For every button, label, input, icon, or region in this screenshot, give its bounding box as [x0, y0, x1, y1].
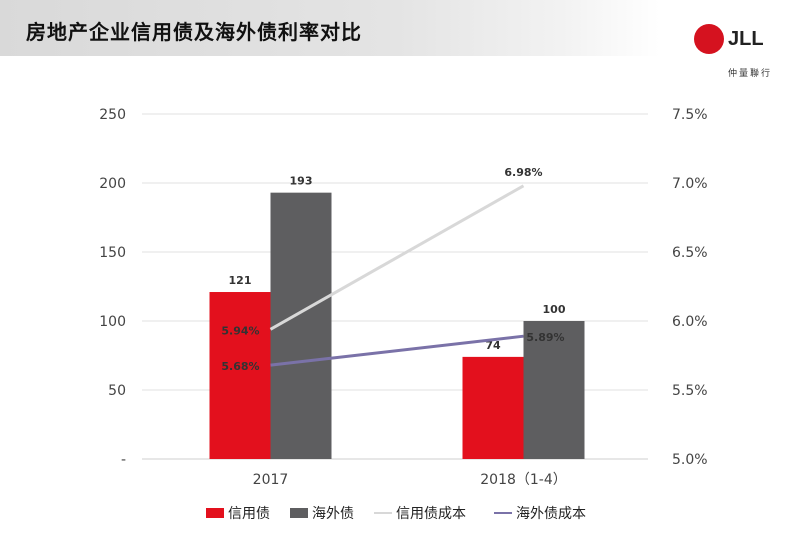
jll-logo-icon — [694, 24, 724, 54]
line-credit-cost — [269, 184, 525, 331]
bar-overseas-bond — [523, 321, 585, 459]
bar-data-label: 74 — [485, 339, 501, 352]
logo: JLL 仲量聯行 — [694, 24, 784, 84]
combo-chart: - 5.0% 50 5.5% 100 6.0% 150 6.5% 200 7.0% 250 7.5% 2… — [99, 107, 708, 488]
y-left-tick-label: 200 — [99, 176, 126, 192]
y-right-tick-label: 5.5% — [672, 383, 708, 399]
y-right-tick-label: 7.0% — [672, 176, 708, 192]
chart-legend: 信用债 海外债 信用债成本 海外债成本 — [0, 500, 800, 526]
y-left-tick-label: 100 — [99, 314, 126, 330]
logo-text: JLL — [728, 28, 764, 50]
legend-item-credit-bond: 信用债 — [206, 500, 270, 526]
y-right-tick-label: 5.0% — [672, 452, 708, 468]
bar-data-label: 193 — [290, 175, 313, 188]
x-tick-label: 2017 — [253, 472, 289, 488]
bar-data-label: 100 — [543, 303, 566, 316]
y-right-tick-label: 6.5% — [672, 245, 708, 261]
legend-label-credit-cost: 信用债成本 — [396, 506, 466, 522]
legend-item-overseas-bond: 海外债 — [290, 500, 354, 526]
legend-label-overseas-bond: 海外债 — [312, 506, 354, 522]
x-tick-label: 2018（1-4） — [480, 472, 567, 488]
legend-label-overseas-cost: 海外债成本 — [516, 506, 586, 522]
header-band — [0, 0, 660, 56]
legend-label-credit-bond: 信用债 — [228, 506, 270, 522]
line-data-label: 5.68% — [221, 360, 259, 373]
bar-overseas-bond — [270, 192, 332, 459]
bar-credit-bond — [209, 292, 271, 459]
line-overseas-cost — [270, 334, 524, 367]
y-left-tick-label: 250 — [99, 107, 126, 123]
y-left-tick-label: - — [121, 452, 126, 468]
legend-swatch-overseas-bond — [290, 508, 308, 518]
y-right-tick-label: 7.5% — [672, 107, 708, 123]
legend-swatch-credit-bond — [206, 508, 224, 518]
y-right-tick-label: 6.0% — [672, 314, 708, 330]
legend-line-overseas-cost — [494, 512, 512, 514]
y-left-tick-label: 50 — [108, 383, 126, 399]
legend-item-credit-cost: 信用债成本 — [374, 500, 466, 526]
bar-credit-bond — [462, 356, 524, 459]
logo-subtitle: 仲量聯行 — [728, 69, 773, 79]
line-data-label: 6.98% — [504, 166, 542, 179]
legend-item-overseas-cost: 海外债成本 — [494, 500, 586, 526]
legend-line-credit-cost — [374, 512, 392, 514]
line-data-label: 5.89% — [526, 331, 564, 344]
bar-data-label: 121 — [229, 274, 252, 287]
line-data-label: 5.94% — [221, 324, 259, 337]
y-left-tick-label: 150 — [99, 245, 126, 261]
page-title: 房地产企业信用债及海外债利率对比 — [26, 20, 362, 44]
